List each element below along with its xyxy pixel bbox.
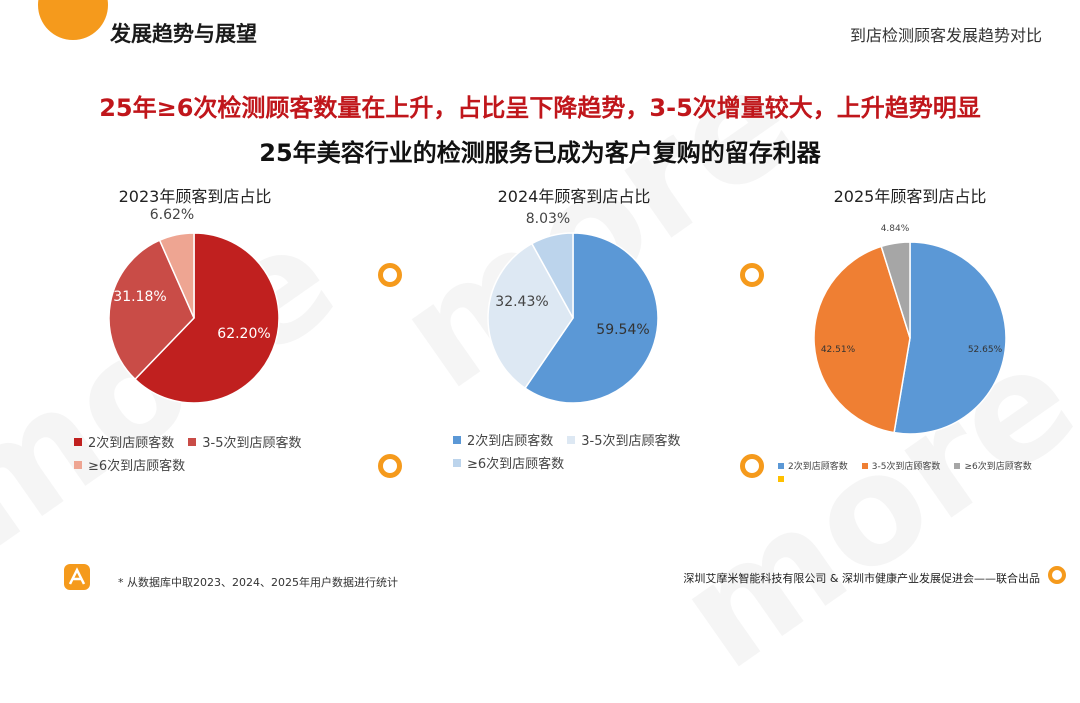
footer-credit: 深圳艾摩米智能科技有限公司 & 深圳市健康产业发展促进会——联合出品	[683, 572, 1040, 585]
data-label: 6.62%	[150, 207, 194, 223]
data-label: 42.51%	[821, 345, 856, 355]
legend-label: 3-5次到店顾客数	[581, 434, 681, 449]
legend-item: 2次到店顾客数	[778, 459, 848, 472]
legend-swatch	[778, 462, 784, 469]
legend-label: 3-5次到店顾客数	[202, 436, 302, 451]
pie-slice	[813, 245, 911, 434]
legend-item: ≥6次到店顾客数	[954, 459, 1032, 472]
legend-label: 2次到店顾客数	[467, 434, 554, 449]
legend-swatch	[74, 460, 82, 469]
pie-slice	[158, 232, 195, 319]
headline-primary: 25年≥6次检测顾客数量在上升，占比呈下降趋势，3-5次增量较大，上升趋势明显	[99, 94, 981, 122]
ring-decoration	[378, 454, 402, 478]
legend-label: 2次到店顾客数	[788, 462, 848, 472]
data-label: 52.65%	[968, 345, 1003, 355]
page-title: 发展趋势与展望	[110, 22, 257, 46]
legend-label: ≥6次到店顾客数	[467, 457, 565, 472]
legend-2024: 2次到店顾客数 3-5次到店顾客数 ≥6次到店顾客数	[453, 430, 723, 476]
legend-item: 2次到店顾客数	[453, 430, 553, 449]
legend-swatch	[453, 435, 461, 444]
legend-swatch	[567, 435, 576, 444]
data-label: 32.43%	[495, 294, 548, 310]
data-label: 62.20%	[217, 326, 270, 342]
legend-swatch	[74, 437, 82, 446]
pie-slice	[133, 232, 280, 404]
pie-charts: 62.20% 31.18% 6.62% 59.54% 32.43% 8.03% 52.65%…	[108, 207, 1007, 435]
pie-slice	[880, 241, 911, 339]
data-label: 59.54%	[596, 322, 649, 338]
chart-title-2025: 2025年顾客到店占比	[833, 187, 987, 206]
legend-label: 2次到店顾客数	[88, 436, 175, 451]
data-label: 4.84%	[881, 224, 910, 234]
pie-slice	[530, 232, 574, 319]
legend-item: ≥6次到店顾客数	[453, 453, 564, 472]
ring-decoration	[1048, 566, 1066, 584]
legend-2023: 2次到店顾客数 3-5次到店顾客数 ≥6次到店顾客数	[74, 432, 374, 478]
legend-swatch	[861, 462, 868, 469]
legend-swatch	[453, 458, 461, 467]
legend-item: ≥6次到店顾客数	[74, 455, 185, 474]
headline-secondary: 25年美容行业的检测服务已成为客户复购的留存利器	[259, 139, 821, 167]
pie-slice	[524, 232, 659, 404]
pie-slice	[893, 241, 1007, 435]
legend-label: ≥6次到店顾客数	[88, 459, 186, 474]
legend-label: ≥6次到店顾客数	[964, 462, 1032, 472]
ring-decoration	[740, 454, 764, 478]
legend-swatch	[778, 476, 784, 482]
ring-decoration	[740, 263, 764, 287]
legend-label: 3-5次到店顾客数	[871, 462, 941, 472]
chart-title-2024: 2024年顾客到店占比	[497, 187, 651, 206]
company-logo	[64, 564, 90, 590]
legend-swatch	[954, 462, 961, 469]
legend-item: 2次到店顾客数	[74, 432, 174, 451]
data-label: 8.03%	[526, 211, 570, 227]
legend-item: 3-5次到店顾客数	[188, 432, 302, 451]
legend-2025: 2次到店顾客数 3-5次到店顾客数 ≥6次到店顾客数	[778, 459, 1058, 486]
legend-item: 3-5次到店顾客数	[861, 459, 941, 472]
pie-slice	[108, 239, 195, 381]
chart-title-2023: 2023年顾客到店占比	[118, 187, 272, 206]
page-subtitle: 到店检测顾客发展趋势对比	[849, 26, 1042, 45]
footnote: * 从数据库中取2023、2024、2025年用户数据进行统计	[118, 576, 398, 589]
legend-item	[778, 476, 788, 482]
ring-decoration	[378, 263, 402, 287]
data-label: 31.18%	[113, 289, 166, 305]
legend-item: 3-5次到店顾客数	[567, 430, 681, 449]
legend-swatch	[188, 437, 197, 446]
